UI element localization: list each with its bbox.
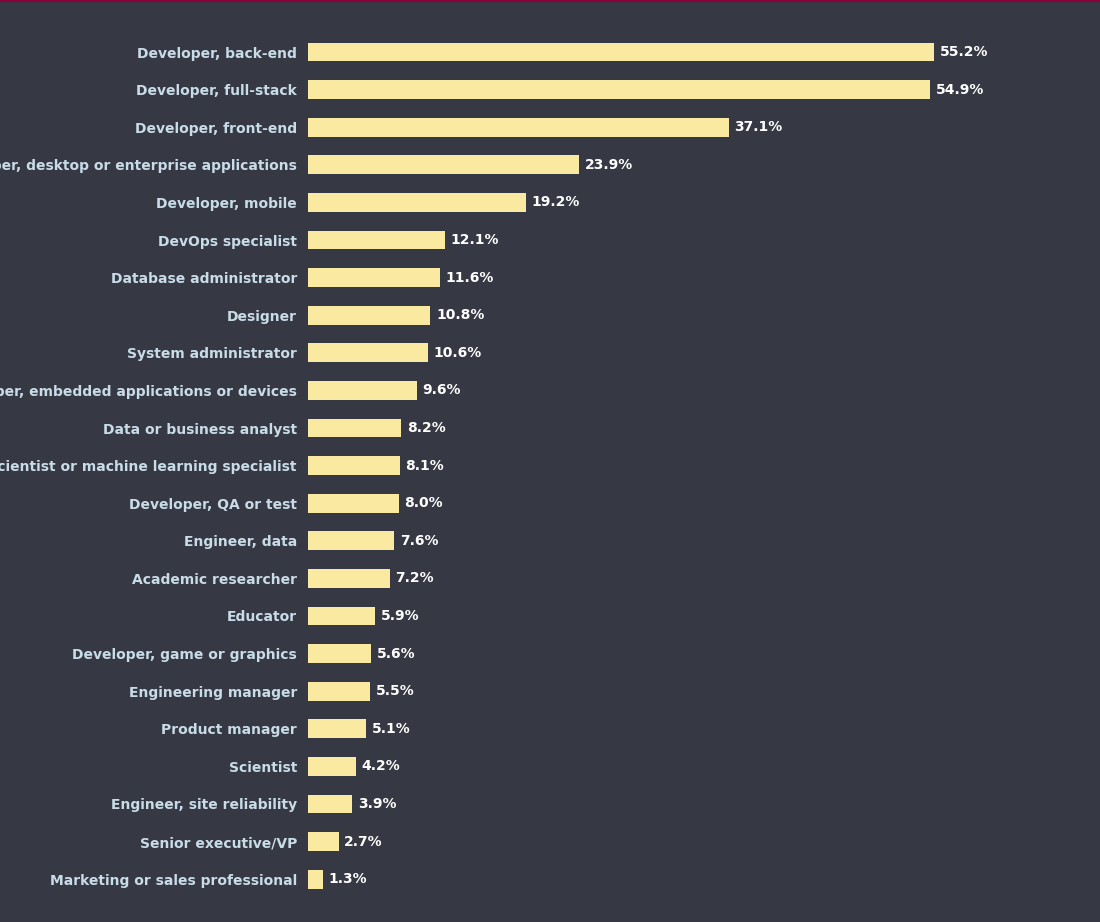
Text: 2.7%: 2.7%: [344, 834, 383, 848]
Text: 8.2%: 8.2%: [407, 421, 446, 435]
Bar: [308, 118, 728, 136]
Bar: [308, 268, 440, 287]
Bar: [308, 381, 417, 400]
Text: 5.6%: 5.6%: [377, 646, 416, 660]
Bar: [308, 869, 322, 889]
Bar: [308, 719, 366, 739]
Bar: [308, 343, 428, 362]
Text: 8.1%: 8.1%: [406, 458, 444, 473]
Bar: [308, 456, 399, 475]
Text: 9.6%: 9.6%: [422, 384, 461, 397]
Text: 10.6%: 10.6%: [433, 346, 482, 360]
Bar: [308, 156, 579, 174]
Text: 1.3%: 1.3%: [329, 872, 367, 886]
Bar: [308, 494, 398, 513]
Text: 11.6%: 11.6%: [446, 271, 494, 285]
Text: 4.2%: 4.2%: [361, 760, 400, 774]
Text: 54.9%: 54.9%: [936, 83, 985, 97]
Bar: [308, 795, 352, 813]
Text: 7.6%: 7.6%: [399, 534, 438, 548]
Bar: [308, 644, 372, 663]
Text: 8.0%: 8.0%: [405, 496, 443, 510]
Text: 55.2%: 55.2%: [939, 45, 988, 59]
Bar: [308, 80, 931, 99]
Bar: [308, 42, 934, 62]
Text: 12.1%: 12.1%: [451, 233, 499, 247]
Text: 5.1%: 5.1%: [372, 722, 410, 736]
Bar: [308, 569, 389, 588]
Bar: [308, 757, 355, 775]
Bar: [308, 681, 371, 701]
Text: 10.8%: 10.8%: [436, 308, 484, 323]
Text: 5.9%: 5.9%: [381, 609, 419, 623]
Text: 37.1%: 37.1%: [735, 120, 782, 135]
Bar: [308, 306, 430, 325]
Bar: [308, 230, 446, 250]
Bar: [308, 531, 394, 550]
Bar: [308, 419, 402, 437]
Bar: [308, 193, 526, 212]
Text: 3.9%: 3.9%: [358, 797, 396, 811]
Text: 23.9%: 23.9%: [585, 158, 632, 171]
Text: 5.5%: 5.5%: [376, 684, 415, 698]
Bar: [308, 607, 375, 625]
Text: 7.2%: 7.2%: [395, 572, 433, 585]
Text: 19.2%: 19.2%: [531, 195, 580, 209]
Bar: [308, 833, 339, 851]
